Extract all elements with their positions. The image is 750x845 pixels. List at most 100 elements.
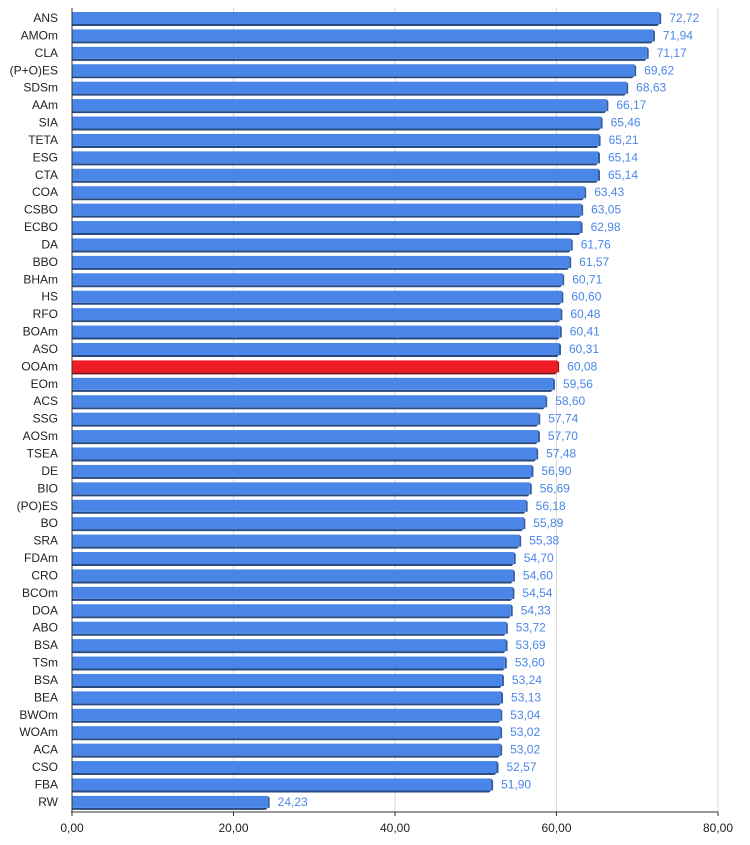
bar-side-face — [267, 795, 270, 808]
value-label: 61,57 — [579, 255, 609, 269]
bar-BSA — [72, 639, 506, 652]
bar-bottom-face — [72, 494, 530, 497]
bar-BIO — [72, 482, 530, 495]
value-label: 60,71 — [572, 272, 602, 286]
bar-DOA — [72, 604, 511, 617]
category-label: SIA — [39, 116, 58, 130]
bar-OOAm — [72, 360, 558, 373]
category-label: BSA — [34, 638, 58, 652]
bar-side-face — [512, 586, 515, 599]
value-label: 71,17 — [657, 46, 687, 60]
bar-bottom-face — [72, 407, 546, 410]
bar-bottom-face — [72, 442, 538, 445]
category-label: ESG — [33, 150, 58, 164]
bar-bottom-face — [72, 668, 505, 671]
category-label: CSBO — [24, 203, 58, 217]
bar-bottom-face — [72, 703, 502, 706]
bar-bottom-face — [72, 424, 539, 427]
value-label: 56,90 — [541, 464, 571, 478]
bar-BEA — [72, 691, 502, 704]
bar-bottom-face — [72, 285, 563, 288]
value-label: 56,69 — [540, 481, 570, 495]
value-label: 53,13 — [511, 690, 541, 704]
category-label: ANS — [33, 11, 58, 25]
bar-BSA — [72, 673, 502, 686]
value-label: 58,60 — [555, 394, 585, 408]
bar-side-face — [501, 691, 504, 704]
bar-bottom-face — [72, 564, 514, 567]
category-label: OOAm — [21, 359, 58, 373]
bar-side-face — [505, 639, 508, 652]
bar-DA — [72, 238, 571, 251]
bar-RFO — [72, 308, 561, 321]
bar-side-face — [600, 116, 603, 129]
bar-side-face — [580, 221, 583, 234]
bar-CTA — [72, 168, 599, 181]
bar-bottom-face — [72, 337, 560, 340]
value-label: 57,70 — [548, 429, 578, 443]
value-label: 52,57 — [507, 760, 537, 774]
value-label: 61,76 — [581, 237, 611, 251]
bar-FDAm — [72, 552, 514, 565]
category-label: BO — [41, 516, 58, 530]
bar-bottom-face — [72, 302, 562, 305]
bar-BHAm — [72, 273, 563, 286]
value-label: 59,56 — [563, 377, 593, 391]
bar-bottom-face — [72, 76, 635, 79]
bar-bottom-face — [72, 267, 570, 270]
category-label: BIO — [37, 481, 58, 495]
bar-side-face — [634, 64, 637, 77]
value-label: 53,60 — [515, 656, 545, 670]
category-label: ECBO — [24, 220, 58, 234]
bar-SDSm — [72, 81, 627, 94]
bar-side-face — [552, 377, 555, 390]
category-label: BEA — [34, 690, 58, 704]
value-label: 65,14 — [608, 168, 638, 182]
value-label: 60,41 — [570, 325, 600, 339]
bar-bottom-face — [72, 41, 653, 44]
bar-side-face — [545, 395, 548, 408]
bar-CSBO — [72, 203, 582, 216]
bar-bottom-face — [72, 180, 599, 183]
category-label: ASO — [33, 342, 58, 356]
value-label: 71,94 — [663, 28, 693, 42]
value-label: 54,70 — [524, 551, 554, 565]
bar-bottom-face — [72, 372, 558, 375]
bar-side-face — [505, 621, 508, 634]
category-label: ACS — [33, 394, 58, 408]
bar-bottom-face — [72, 476, 532, 479]
bar-bottom-face — [72, 58, 647, 61]
bar-(PO)ES — [72, 499, 526, 512]
bar-side-face — [557, 360, 560, 373]
bar-TETA — [72, 133, 599, 146]
bar-side-face — [559, 342, 562, 355]
bar-bottom-face — [72, 354, 560, 357]
bar-side-face — [584, 186, 587, 199]
bar-BO — [72, 517, 524, 530]
category-label: BCOm — [22, 586, 58, 600]
value-label: 54,33 — [521, 603, 551, 617]
bar-AOSm — [72, 430, 538, 443]
bar-bottom-face — [72, 685, 502, 688]
value-label: 68,63 — [636, 81, 666, 95]
category-label: CLA — [35, 46, 58, 60]
bar-bottom-face — [72, 529, 524, 532]
category-label: CSO — [32, 760, 58, 774]
category-label: TETA — [28, 133, 58, 147]
bar-side-face — [513, 552, 516, 565]
category-label: BSA — [34, 673, 58, 687]
bar-side-face — [559, 325, 562, 338]
bar-bottom-face — [72, 720, 501, 723]
bar-SRA — [72, 534, 520, 547]
bar-bottom-face — [72, 459, 537, 462]
bar-bottom-face — [72, 546, 520, 549]
bar-side-face — [560, 308, 563, 321]
bar-bottom-face — [72, 755, 501, 758]
bar-ACA — [72, 743, 501, 756]
value-label: 57,74 — [548, 412, 578, 426]
value-label: 72,72 — [669, 11, 699, 25]
bar-side-face — [537, 430, 540, 443]
bar-EOm — [72, 377, 553, 390]
bar-side-face — [531, 464, 534, 477]
bar-side-face — [496, 761, 499, 774]
